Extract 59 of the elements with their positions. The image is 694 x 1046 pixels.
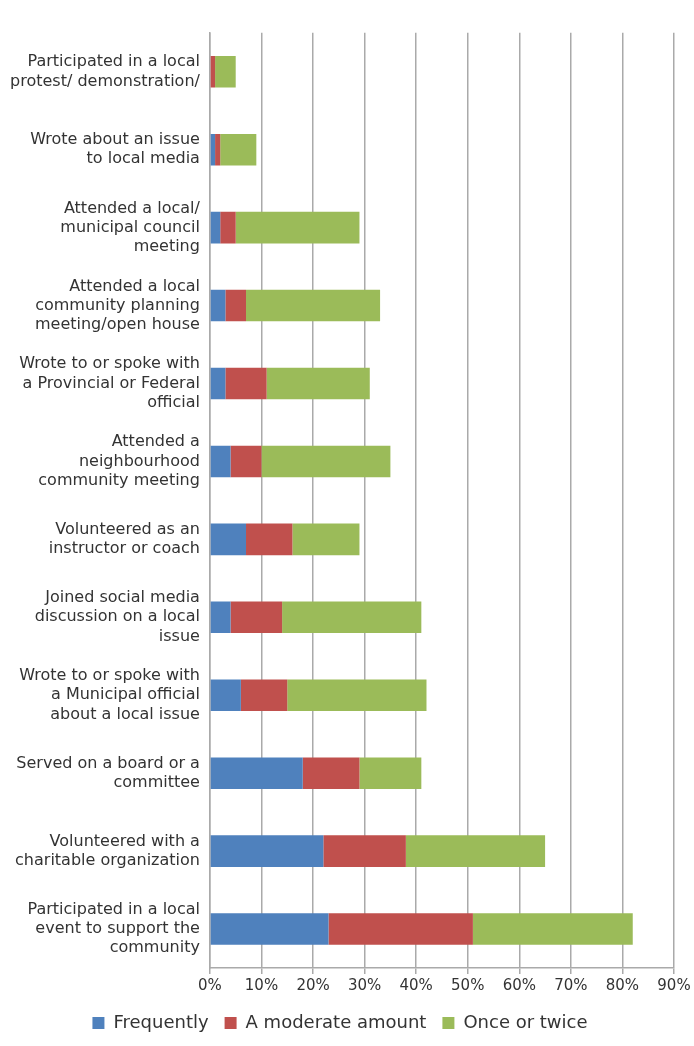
legend-label: Frequently xyxy=(113,1010,209,1032)
y-tick-label: Attended a neighbourhood community meeting xyxy=(38,431,200,489)
bar xyxy=(210,289,226,322)
bar xyxy=(405,835,546,867)
bar xyxy=(261,445,391,478)
bar xyxy=(210,55,216,88)
bar xyxy=(287,679,427,712)
bar xyxy=(220,133,257,166)
bar xyxy=(359,757,422,789)
x-tick-label: 30% xyxy=(347,975,382,994)
legend-label: Once or twice xyxy=(463,1010,588,1032)
bar xyxy=(210,367,226,400)
x-tick-label: 60% xyxy=(502,975,536,994)
bar xyxy=(210,445,231,478)
bar xyxy=(472,913,633,945)
y-tick-label: Participated in a local protest/ demonstration/ xyxy=(10,51,201,90)
bar xyxy=(230,601,283,634)
x-tick-label: 50% xyxy=(451,975,485,994)
bar xyxy=(210,211,221,244)
y-tick-label: Volunteered with a charitable organization xyxy=(15,830,200,869)
bar xyxy=(215,133,221,166)
bar xyxy=(328,913,473,945)
x-tick-label: 40% xyxy=(399,975,433,994)
bar xyxy=(225,367,267,400)
bar xyxy=(210,913,329,945)
bar xyxy=(220,211,236,244)
y-tick-label: Attended a local community planning meeting/open house xyxy=(34,275,200,333)
bar xyxy=(266,367,370,400)
x-tick-label: 90% xyxy=(657,975,691,994)
bar xyxy=(282,601,422,634)
y-tick-label: Served on a board or a committee xyxy=(16,752,200,791)
bar xyxy=(210,679,241,712)
bar xyxy=(215,55,236,88)
bar xyxy=(292,523,360,556)
bar xyxy=(210,523,247,556)
bar xyxy=(240,679,288,712)
bar xyxy=(323,835,406,867)
bar xyxy=(225,289,247,322)
x-tick-label: 10% xyxy=(244,975,279,994)
x-tick-label: 80% xyxy=(605,975,640,994)
bar xyxy=(235,211,360,244)
y-tick-label: Attended a local/ municipal council meeting xyxy=(60,197,201,255)
y-tick-label: Wrote to or spoke with a Municipal official about a local issue xyxy=(19,665,200,723)
bar xyxy=(210,757,303,789)
bar xyxy=(210,835,324,867)
y-tick-label: Participated in a local event to support the community xyxy=(27,898,200,957)
y-tick-label: Wrote to or spoke with a Provincial or Federal official xyxy=(19,353,200,411)
bar xyxy=(246,289,381,322)
bar xyxy=(246,523,293,556)
x-tick-label: 20% xyxy=(296,975,330,994)
y-tick-label: Wrote about an issue to local media xyxy=(30,129,200,168)
x-tick-label: 70% xyxy=(554,975,588,994)
bar xyxy=(302,757,360,789)
legend-label: A moderate amount xyxy=(245,1010,427,1032)
y-tick-label: Volunteered as an instructor or coach xyxy=(48,518,200,558)
bar xyxy=(230,445,262,478)
x-tick-label: 0% xyxy=(198,975,222,994)
bar xyxy=(210,601,231,634)
y-tick-label: Joined social media discussion on a local issue xyxy=(34,587,200,645)
